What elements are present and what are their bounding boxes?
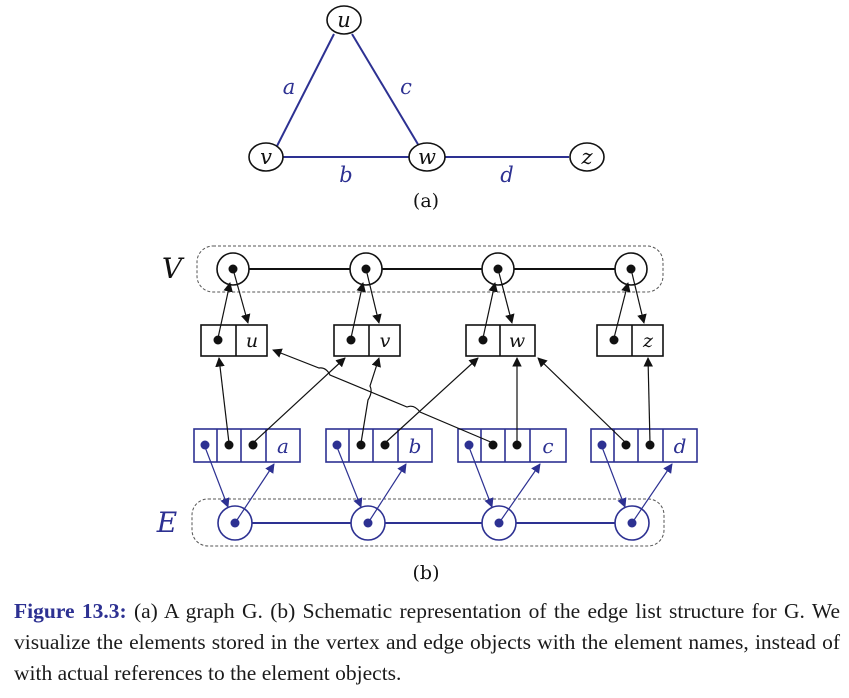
edge-label-d: d [500,163,513,187]
edge-object-a: a [193,428,301,463]
edge-list-structure: V u [156,245,698,584]
vertex-label-u: u [337,8,351,32]
edge-object-element-c: c [542,434,553,458]
edge-b-dest-arrow [384,357,479,444]
vertex-object-element-v: v [380,330,391,352]
edge-sequence-label: E [156,506,177,539]
edge-label-c: c [400,75,412,99]
vertex-position-arrows [217,268,647,339]
vertex-node-w: w [408,142,446,172]
vertex-label-w: w [418,145,436,169]
vertex-object-element-z: z [642,330,654,352]
vertex-object-u: u [200,324,268,357]
edge-object-element-d: d [674,434,687,458]
edge-a-origin-arrow [215,357,230,444]
part-b-label: (b) [413,562,440,584]
edge-d-dest-arrow [643,357,654,444]
endpoint-arrows [215,348,654,444]
edge-label-b: b [339,163,352,187]
edge-c-origin-arrow [272,348,494,444]
vertex-label-z: z [580,145,593,169]
vertex-node-v: v [248,142,284,172]
part-a-label: (a) [413,190,439,212]
vertex-sequence-container [196,245,664,293]
edge-line-a [275,33,335,149]
figure-caption: Figure 13.3: (a) A graph G. (b) Schemati… [14,596,840,689]
vertex-node-z: z [569,142,605,172]
edge-a-dest-arrow [252,357,346,444]
edge-d-origin-arrow [537,357,627,444]
edge-object-b: b [325,428,433,463]
vertex-object-element-w: w [509,330,525,352]
vertex-object-w: w [465,324,536,357]
edge-position-arrows [204,446,673,524]
vertex-node-u: u [326,5,362,35]
edge-object-d: d [590,428,698,463]
graph-a: u v w z a c b d (a) [248,5,605,212]
vertex-label-v: v [260,145,272,169]
caption-figure-label: Figure 13.3: [14,599,127,623]
vertex-sequence-label: V [162,252,185,285]
edge-line-c [351,33,420,147]
edge-sequence-container [191,498,665,547]
figure: u v w z a c b d (a) V [156,5,698,584]
edge-object-element-a: a [277,434,289,458]
edge-label-a: a [283,75,296,99]
vertex-object-z: z [596,324,664,357]
edge-object-c: c [457,428,567,463]
vertex-object-element-u: u [246,330,258,352]
vertex-object-v: v [333,324,401,357]
edge-object-element-b: b [409,434,422,458]
caption-text: (a) A graph G. (b) Schematic representat… [14,599,840,685]
